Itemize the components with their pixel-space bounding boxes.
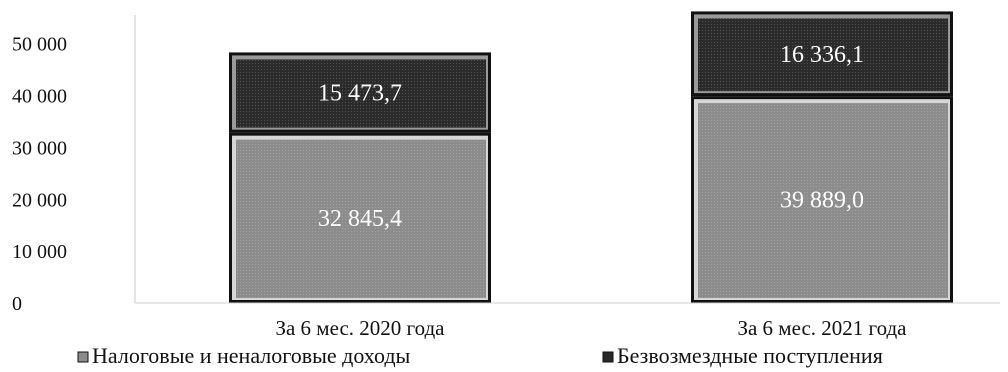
bar-texture (236, 139, 486, 298)
y-tick-label: 10 000 (12, 241, 67, 263)
y-tick-label: 30 000 (12, 137, 67, 159)
bar-texture (698, 18, 948, 92)
data-labels: 32 845,4 15 473,7 39 889,0 16 336,1 (318, 42, 864, 232)
y-tick-label: 40 000 (12, 86, 67, 108)
y-tick-label: 20 000 (12, 189, 67, 211)
bar-segment-tax-revenue (691, 96, 953, 303)
data-label: 32 845,4 (318, 206, 402, 232)
y-tick-label: 50 000 (12, 34, 67, 56)
legend: Налоговые и неналоговые доходы Безвозмезд… (77, 343, 883, 368)
x-category-label: За 6 мес. 2021 года (737, 316, 907, 340)
y-tick-label: 0 (12, 293, 22, 315)
data-label: 16 336,1 (780, 42, 864, 68)
x-category-label: За 6 мес. 2020 года (275, 316, 445, 340)
bar-texture (236, 59, 486, 128)
legend-item: Безвозмездные поступления (602, 343, 883, 368)
y-axis: 0 10 000 20 000 30 000 40 000 50 000 (12, 15, 136, 315)
legend-swatch (602, 351, 614, 363)
bars (229, 11, 953, 303)
data-label: 39 889,0 (780, 188, 864, 214)
legend-label: Безвозмездные поступления (617, 343, 883, 368)
legend-swatch (77, 351, 89, 363)
bar-texture (698, 103, 948, 298)
legend-label: Налоговые и неналоговые доходы (92, 343, 411, 368)
bar-segment-tax-revenue (229, 132, 491, 303)
x-axis: За 6 мес. 2020 года За 6 мес. 2021 года (135, 302, 1000, 340)
bar-segment-grants (229, 52, 491, 133)
bar-segment-grants (691, 11, 953, 97)
data-label: 15 473,7 (318, 81, 402, 107)
legend-item: Налоговые и неналоговые доходы (77, 343, 411, 368)
